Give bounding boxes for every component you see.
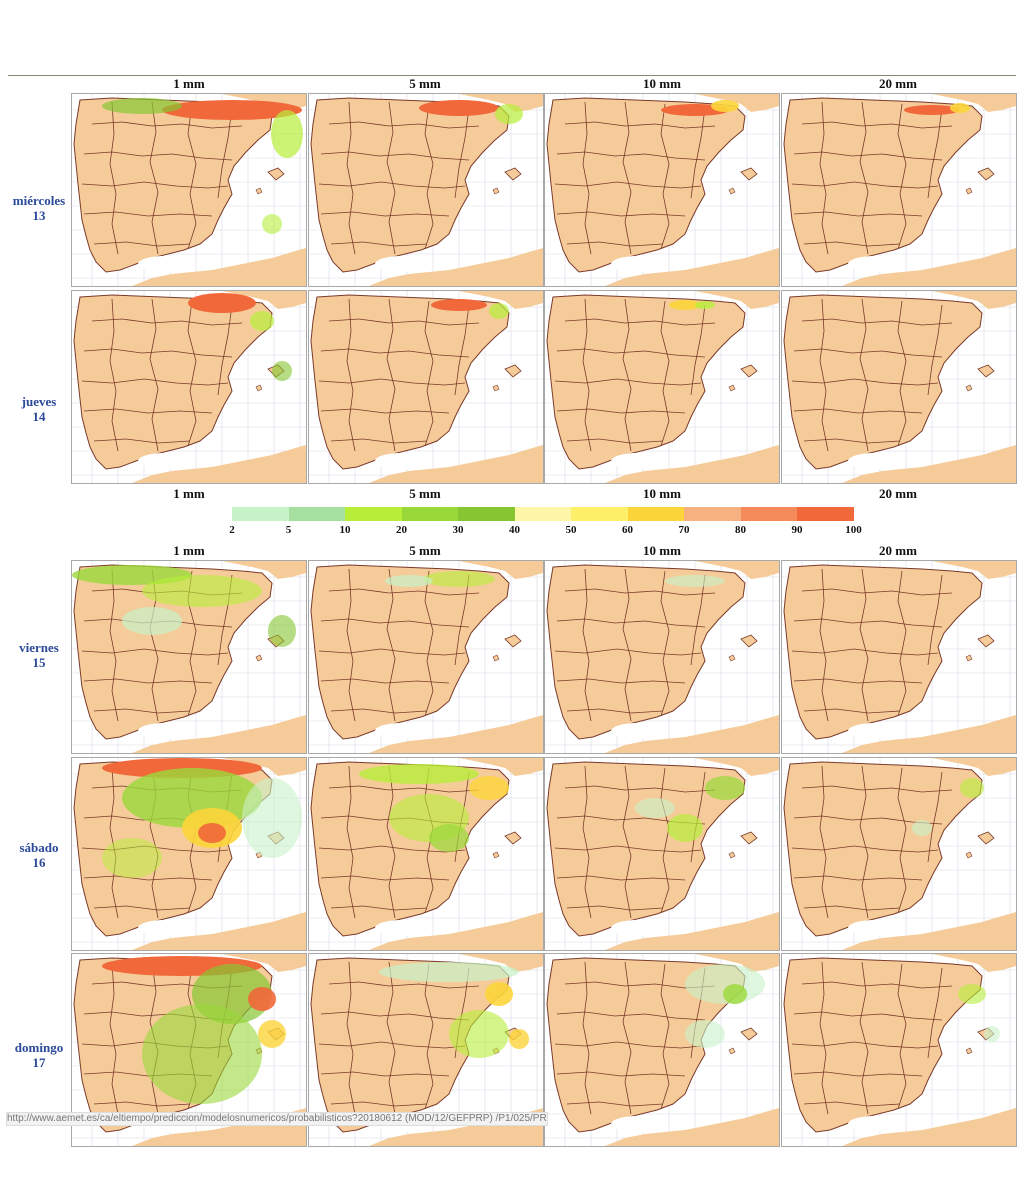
- legend-tick-label: 30: [452, 524, 464, 536]
- day-number: 14: [32, 409, 46, 424]
- probability-map-miércoles-1mm: [71, 93, 307, 287]
- row-label-miercoles: miércoles 13: [6, 193, 72, 223]
- legend-swatch: [458, 507, 515, 521]
- col-header-10mm-b: 10 mm: [643, 486, 681, 501]
- row-label-domingo: domingo 17: [6, 1040, 72, 1070]
- legend-swatch: [571, 507, 628, 521]
- legend-swatch: [232, 507, 289, 521]
- legend-swatch: [401, 507, 458, 521]
- col-header-10mm-c: 10 mm: [643, 543, 681, 558]
- col-header-5mm: 5 mm: [409, 76, 441, 91]
- legend-tick-label: 80: [735, 524, 746, 536]
- legend-tick-label: 2: [229, 524, 235, 536]
- legend-swatch: [797, 507, 854, 521]
- day-number: 16: [32, 855, 46, 870]
- legend-tick-label: 40: [509, 524, 520, 536]
- col-header-1mm: 1 mm: [173, 76, 205, 91]
- probability-map-miércoles-20mm: [781, 93, 1017, 287]
- probability-map-viernes-5mm: [308, 560, 544, 754]
- probability-map-domingo-10mm: [544, 953, 780, 1147]
- row-label-viernes: viernes 15: [6, 640, 72, 670]
- probability-map-domingo-5mm: [308, 953, 544, 1147]
- probability-map-sábado-5mm: [308, 757, 544, 951]
- col-header-1mm-c: 1 mm: [173, 543, 205, 558]
- probability-map-jueves-1mm: [71, 290, 307, 484]
- day-number: 15: [32, 655, 46, 670]
- legend-swatch: [345, 507, 402, 521]
- legend-tick-label: 20: [396, 524, 407, 536]
- day-name: miércoles: [12, 193, 66, 208]
- col-header-20mm-b: 20 mm: [879, 486, 917, 501]
- status-url: http://www.aemet.es/ca/eltiempo/predicci…: [6, 1112, 548, 1126]
- col-header-5mm-b: 5 mm: [409, 486, 441, 501]
- legend-swatch: [684, 507, 741, 521]
- top-rule: [8, 75, 1016, 76]
- probability-map-domingo-20mm: [781, 953, 1017, 1147]
- probability-map-jueves-10mm: [544, 290, 780, 484]
- probability-map-domingo-1mm: [71, 953, 307, 1147]
- legend-tick-label: 5: [285, 524, 292, 536]
- probability-map-viernes-20mm: [781, 560, 1017, 754]
- probability-map-viernes-1mm: [71, 560, 307, 754]
- day-number: 13: [32, 208, 46, 223]
- legend-tick-label: 50: [565, 524, 577, 536]
- day-name: sábado: [19, 840, 59, 855]
- legend-tick-label: 70: [678, 524, 690, 536]
- col-header-10mm: 10 mm: [643, 76, 681, 91]
- day-name: jueves: [21, 394, 57, 409]
- col-header-1mm-b: 1 mm: [173, 486, 205, 501]
- legend-swatch: [514, 507, 571, 521]
- probability-map-jueves-5mm: [308, 290, 544, 484]
- day-name: domingo: [14, 1040, 64, 1055]
- legend-tick-label: 60: [622, 524, 633, 536]
- col-header-20mm-c: 20 mm: [879, 543, 917, 558]
- row-label-jueves: jueves 14: [6, 394, 72, 424]
- probability-map-sábado-1mm: [71, 757, 307, 951]
- legend-tick-label: 90: [791, 524, 803, 536]
- probability-map-jueves-20mm: [781, 290, 1017, 484]
- day-name: viernes: [19, 640, 59, 655]
- legend-tick-label: 10: [339, 524, 351, 536]
- legend-swatch: [740, 507, 797, 521]
- legend-swatch: [288, 507, 345, 521]
- col-header-5mm-c: 5 mm: [409, 543, 441, 558]
- legend-tick-label: 100: [845, 524, 862, 536]
- probability-map-miércoles-5mm: [308, 93, 544, 287]
- legend-swatch: [627, 507, 684, 521]
- day-number: 17: [32, 1055, 46, 1070]
- probability-legend: [232, 507, 854, 521]
- probability-map-sábado-10mm: [544, 757, 780, 951]
- probability-map-miércoles-10mm: [544, 93, 780, 287]
- probability-map-sábado-20mm: [781, 757, 1017, 951]
- probability-map-viernes-10mm: [544, 560, 780, 754]
- col-header-20mm: 20 mm: [879, 76, 917, 91]
- row-label-sabado: sábado 16: [6, 840, 72, 870]
